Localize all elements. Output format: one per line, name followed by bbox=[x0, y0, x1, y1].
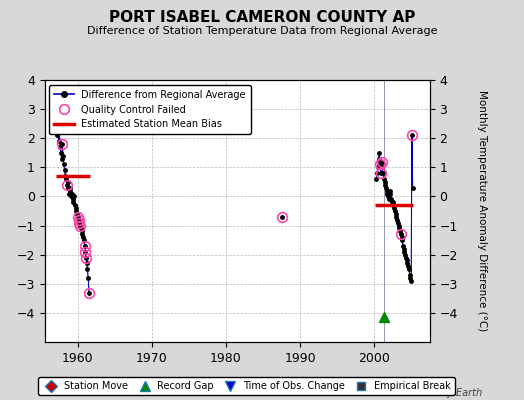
Legend: Difference from Regional Average, Quality Control Failed, Estimated Station Mean: Difference from Regional Average, Qualit… bbox=[49, 85, 251, 134]
Legend: Station Move, Record Gap, Time of Obs. Change, Empirical Break: Station Move, Record Gap, Time of Obs. C… bbox=[38, 377, 455, 395]
Text: Berkeley Earth: Berkeley Earth bbox=[410, 388, 482, 398]
Y-axis label: Monthly Temperature Anomaly Difference (°C): Monthly Temperature Anomaly Difference (… bbox=[477, 90, 487, 332]
Text: Difference of Station Temperature Data from Regional Average: Difference of Station Temperature Data f… bbox=[87, 26, 437, 36]
Text: PORT ISABEL CAMERON COUNTY AP: PORT ISABEL CAMERON COUNTY AP bbox=[109, 10, 415, 25]
